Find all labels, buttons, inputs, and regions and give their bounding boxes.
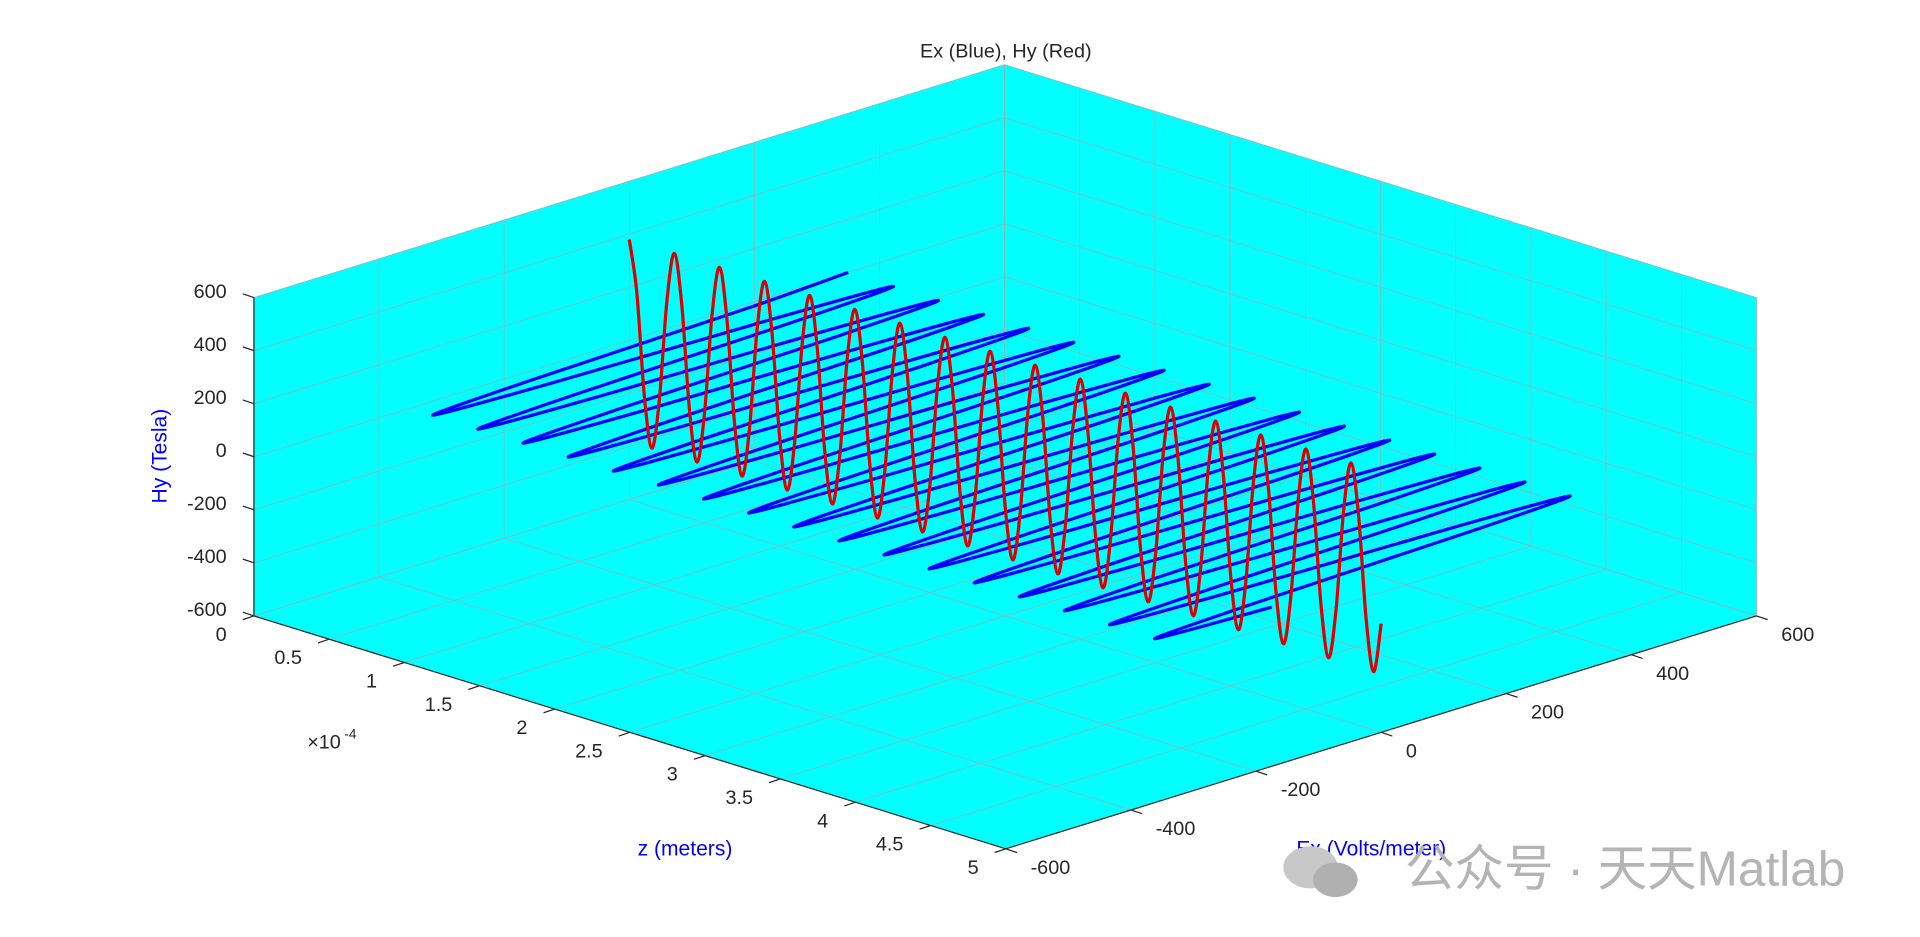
x-axis-label: z (meters) (638, 838, 733, 861)
grid-line (754, 460, 1507, 694)
y-axis-line (1005, 615, 1757, 850)
z-tick-label: -400 (187, 546, 227, 568)
x-tick-label: 4.5 (876, 834, 904, 856)
tick-mark (242, 558, 255, 564)
y-tick-label: 0 (1406, 740, 1417, 762)
x-tick-label: 5 (968, 857, 979, 879)
tick-mark (994, 848, 1007, 854)
y-tick-label: 200 (1531, 702, 1564, 724)
z-tick-label: 200 (194, 387, 227, 409)
tick-mark (392, 661, 405, 667)
y-tick-label: -600 (1031, 857, 1071, 879)
grid-line (1004, 223, 1757, 458)
tick-mark (844, 801, 856, 807)
x-tick-label: 0.5 (274, 647, 302, 669)
x-tick-label: 3 (667, 764, 678, 786)
tick-mark (618, 731, 631, 737)
grid-line (253, 223, 1005, 458)
x-tick-label: 2.5 (575, 740, 603, 762)
tick-mark (242, 452, 255, 458)
tick-mark (1631, 654, 1643, 660)
grid-line (1004, 64, 1757, 298)
tick-mark (1255, 770, 1268, 776)
z-tick-label: 0 (216, 440, 227, 462)
axes: 0 0.5 1 1.5 2 2.5 3 3.5 4 4.5 5 -600 -400 -200 0 200 400… (149, 64, 1814, 879)
chart-title: Ex (Blue), Hy (Red) (920, 41, 1092, 63)
y-axis-label: Ex (Volts/meter) (1296, 838, 1446, 861)
y-tick-label: 400 (1656, 663, 1689, 685)
tick-mark (242, 505, 255, 511)
tick-mark (1756, 615, 1768, 621)
grid-line (629, 499, 1382, 733)
tick-mark (242, 293, 255, 299)
grid-line (879, 421, 1632, 656)
x-tick-label: 1.5 (425, 694, 453, 716)
y-tick-label: -200 (1281, 779, 1321, 801)
z-tick-label: 400 (194, 334, 227, 356)
z-tick-label: 600 (194, 281, 227, 303)
tick-mark (1506, 692, 1518, 698)
tick-mark (468, 685, 480, 691)
x-tick-label: 4 (817, 810, 828, 832)
tick-mark (543, 708, 555, 714)
x-tick-label: 1 (366, 671, 377, 693)
grid-line (1004, 117, 1757, 351)
x-tick-label: 3.5 (725, 787, 753, 809)
tick-mark (693, 755, 706, 760)
grid-line (253, 170, 1005, 405)
tick-mark (242, 346, 255, 352)
tick-mark (919, 824, 931, 830)
tick-mark (317, 638, 330, 644)
x-exponent-power: -4 (344, 726, 357, 741)
grid-line (253, 117, 1005, 351)
grid-line (1004, 170, 1757, 405)
z-axis-label: Hy (Tesla) (149, 409, 172, 504)
tick-mark (1130, 809, 1143, 815)
y-tick-label: -400 (1156, 818, 1196, 840)
data-line (431, 270, 1572, 641)
z-tick-label: -200 (187, 493, 227, 515)
grid-line (253, 64, 1005, 298)
tick-mark (1005, 848, 1018, 854)
x-exponent-base: ×10 (307, 732, 341, 754)
grid-line (504, 537, 1257, 772)
grid-line (378, 576, 1132, 811)
tick-mark (242, 611, 255, 617)
tick-mark (1380, 731, 1393, 737)
tick-mark (242, 399, 255, 405)
watermark: 公众号 · 天天Matlab (1405, 841, 1845, 896)
grid-line (1004, 276, 1757, 511)
z-tick-label: -600 (187, 599, 227, 621)
x-tick-label: 2 (516, 717, 527, 739)
watermark-icon (1283, 846, 1358, 898)
grid-line (1004, 329, 1757, 564)
tick-mark (242, 615, 255, 621)
y-tick-label: 600 (1781, 624, 1814, 646)
x-axis-line (253, 615, 1007, 850)
tick-mark (768, 778, 781, 784)
x-tick-label: 0 (216, 624, 227, 646)
data-line (627, 239, 1383, 674)
